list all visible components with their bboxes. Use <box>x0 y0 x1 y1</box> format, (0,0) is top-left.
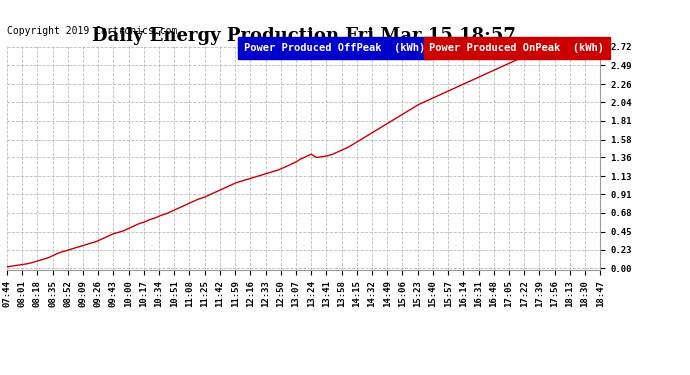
Title: Daily Energy Production Fri Mar 15 18:57: Daily Energy Production Fri Mar 15 18:57 <box>92 27 515 45</box>
Text: Copyright 2019 Cartronics.com: Copyright 2019 Cartronics.com <box>7 26 177 36</box>
Legend: Power Produced OffPeak  (kWh), Power Produced OnPeak  (kWh): Power Produced OffPeak (kWh), Power Prod… <box>237 40 607 55</box>
